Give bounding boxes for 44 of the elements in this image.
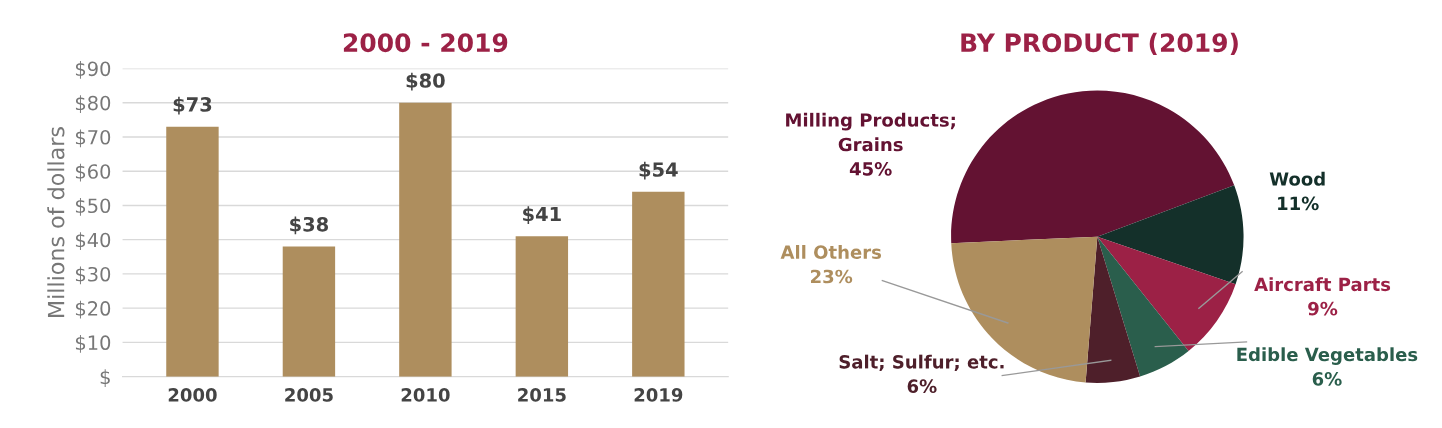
y-tick-label: $90 [75, 61, 111, 79]
chart-title: 2000 - 2019 [343, 33, 508, 53]
slice-label: All Others [780, 244, 882, 259]
data-label: 6% [1312, 372, 1342, 386]
slice-label: Wood [1269, 171, 1325, 186]
data-label: $73 [173, 96, 212, 115]
x-tick-label: 2015 [518, 388, 566, 402]
y-tick-label: $20 [75, 300, 111, 319]
pie-slice [1097, 185, 1244, 285]
data-label: $38 [290, 216, 329, 235]
pie-slice [1097, 236, 1189, 377]
slice-label: Salt; Sulfur; etc. [839, 354, 1004, 371]
data-label: $54 [639, 161, 678, 180]
data-label: 45% [849, 161, 892, 176]
x-tick-label: 2005 [285, 388, 333, 402]
chart-title: BY PRODUCT (2019) [961, 32, 1238, 56]
y-tick-label: $40 [75, 232, 111, 250]
slice-label: Edible Vegetables [1237, 347, 1418, 365]
data-label: 9% [1308, 301, 1338, 316]
slice-label: Aircraft Parts [1254, 277, 1391, 292]
data-label: $80 [406, 72, 445, 91]
data-label: $41 [523, 206, 561, 224]
x-tick-label: 2010 [401, 388, 450, 402]
bar [632, 191, 685, 377]
y-tick-label: $30 [75, 266, 111, 285]
pie-slice [1085, 236, 1141, 383]
y-tick-label: $ [100, 369, 110, 387]
pie-slice [1097, 236, 1236, 351]
y-tick-label: $60 [75, 163, 111, 182]
x-tick-label: 2019 [634, 388, 683, 402]
y-tick-label: $80 [75, 95, 111, 113]
y-tick-label: $70 [75, 129, 111, 148]
bar [399, 102, 452, 377]
data-label: 11% [1278, 196, 1319, 211]
data-label: 6% [907, 379, 937, 393]
x-tick-label: 2000 [168, 388, 217, 402]
y-tick-label: $10 [75, 335, 111, 353]
bar [515, 236, 569, 377]
y-axis-title: Millions of dollars [47, 127, 65, 317]
y-tick-label: $50 [75, 198, 111, 216]
data-label: 23% [811, 269, 853, 284]
bar [166, 126, 219, 377]
bar [282, 246, 336, 377]
slice-label: Milling Products; Grains [786, 112, 955, 152]
